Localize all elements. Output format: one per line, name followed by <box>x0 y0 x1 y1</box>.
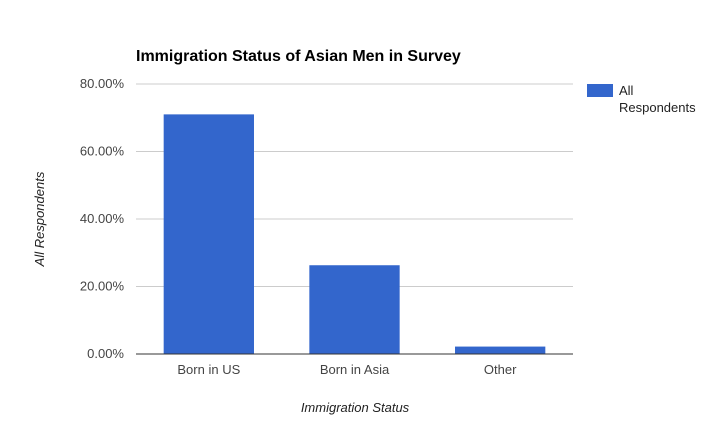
x-axis-ticks: Born in US Born in Asia Other <box>177 362 517 377</box>
y-tick-label: 60.00% <box>80 144 125 159</box>
bar <box>455 346 546 354</box>
bars <box>163 114 546 354</box>
bar <box>309 265 400 354</box>
legend-label-line-1: All <box>619 83 634 98</box>
chart-title: Immigration Status of Asian Men in Surve… <box>136 48 461 65</box>
legend-swatch <box>587 84 613 97</box>
x-tick-label: Other <box>484 362 517 377</box>
y-axis-title: All Respondents <box>32 171 47 267</box>
x-axis-title: Immigration Status <box>301 400 410 415</box>
y-axis-ticks: 0.00% 20.00% 40.00% 60.00% 80.00% <box>80 76 125 361</box>
y-tick-label: 20.00% <box>80 279 125 294</box>
legend-label-line-2: Respondents <box>619 100 696 115</box>
x-tick-label: Born in Asia <box>320 362 390 377</box>
y-tick-label: 0.00% <box>87 346 124 361</box>
y-tick-label: 80.00% <box>80 76 125 91</box>
x-tick-label: Born in US <box>177 362 240 377</box>
legend: All Respondents <box>587 83 696 115</box>
y-tick-label: 40.00% <box>80 211 125 226</box>
bar <box>163 114 254 354</box>
